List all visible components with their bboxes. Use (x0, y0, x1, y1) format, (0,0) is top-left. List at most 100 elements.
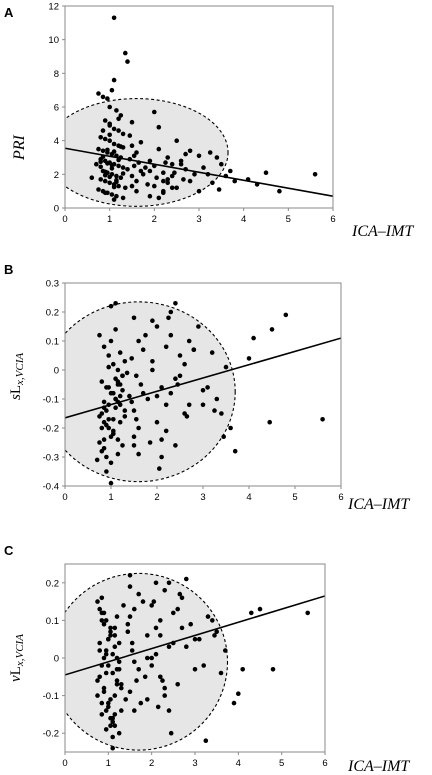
panel-c-data-point (136, 667, 141, 672)
panel-b-data-point (163, 344, 169, 350)
panel-b-y-tick-label: -0.2 (43, 424, 59, 435)
panel-b-data-point (97, 440, 102, 445)
panel-a-data-point (125, 59, 130, 64)
panel-c-data-point (112, 693, 118, 698)
panel-c-data-point (184, 644, 189, 649)
panel-c-plot-contents (65, 572, 325, 751)
panel-c-data-point (192, 636, 198, 642)
panel-b-data-point (111, 431, 116, 437)
panel-c-data-point (168, 730, 174, 736)
panel-a-data-point (165, 177, 170, 182)
panel-c-x-axis-label: ICA–IMT (347, 758, 410, 775)
panel-c-data-point (106, 663, 111, 668)
panel-b-y-tick-label: -0.3 (43, 453, 59, 464)
panel-b-x-tick-label: 5 (292, 492, 297, 503)
panel-c-data-point (119, 682, 124, 687)
panel-a-data-point (105, 96, 110, 101)
panel-a-data-point (109, 87, 115, 93)
panel-c-data-point (175, 682, 180, 687)
panel-a-data-point (232, 178, 237, 184)
panel-a-data-point (129, 119, 135, 125)
panel-c-data-point (116, 640, 122, 646)
panel-a-data-point (181, 177, 186, 182)
panel-c-data-point (116, 659, 122, 665)
panel-a-data-point (210, 180, 215, 186)
panel-a-data-point (216, 187, 222, 192)
panel-c-y-tick-label: 0.2 (46, 578, 59, 589)
panel-c-data-point (99, 712, 105, 717)
panel-c-data-point (110, 719, 115, 725)
panel-b-data-point (147, 440, 153, 445)
panel-c-data-point (99, 618, 105, 623)
panel-a-data-point (156, 195, 162, 201)
panel-c-data-point (171, 610, 176, 616)
panel-a-data-point (111, 149, 117, 154)
panel-b-data-point (269, 327, 275, 332)
panel-a-data-point (169, 161, 175, 167)
panel-a-data-point (178, 158, 184, 164)
panel-c-data-point (121, 603, 126, 608)
panel-b-data-point (221, 434, 226, 440)
panel-c-data-point (179, 625, 185, 631)
panel-c-data-point (106, 704, 111, 710)
panel-b-x-tick-label: 2 (154, 492, 159, 503)
panel-a-data-point (134, 188, 139, 194)
panel-c-regression-line (65, 595, 325, 676)
panel-a-data-point (134, 178, 139, 184)
panel-b-data-point (140, 347, 146, 353)
panel-b-data-point (113, 405, 118, 411)
panel-a-data-point (187, 178, 193, 184)
panel-b-data-point (113, 301, 118, 306)
panel-b-data-point (196, 324, 201, 329)
panel-a-data-point (111, 77, 117, 83)
panel-b-data-point (115, 437, 121, 442)
panel-c-data-point (127, 584, 133, 589)
panel-c-y-axis-label-prefix: v (8, 675, 24, 682)
panel-a-data-point (174, 138, 179, 143)
panel-a-plot-contents (65, 15, 333, 207)
panel-a-y-tick-label: 10 (48, 35, 59, 46)
panel-a-data-point (187, 148, 193, 154)
panel-a-letter: A (4, 5, 14, 20)
panel-a-data-point (114, 177, 119, 183)
panel-b-y-tick-label: 0.3 (46, 279, 59, 290)
panel-b-data-point (186, 402, 192, 408)
panel-b-plot-area: 0 1 2 3 4 5 6 -0.4 -0.3 -0.2 -0.1 0 0.1 0.2 0.3 (43, 279, 344, 504)
panel-a-data-point (111, 184, 117, 190)
panel-c-data-point (114, 682, 120, 687)
panel-a-data-point (116, 163, 121, 169)
panel-c-data-point (192, 667, 198, 672)
panel-a-data-point (152, 183, 157, 189)
panel-b-data-point (101, 446, 107, 451)
panel-a-data-point (111, 197, 117, 202)
panel-a-data-point (228, 168, 233, 174)
panel-c-data-point (145, 633, 150, 638)
panel-c-data-point (114, 678, 120, 683)
panel-b-y-axis-label-main: L (8, 385, 24, 394)
panel-a-data-point (214, 155, 220, 160)
panel-b-data-point (283, 312, 289, 318)
panel-b-data-point (111, 390, 116, 396)
panel-a-y-axis-label: PRI (11, 134, 28, 161)
panel-c-data-point (175, 606, 180, 612)
panel-a-data-point (107, 132, 112, 138)
panel-b-x-tick-label: 1 (108, 492, 113, 503)
panel-b-data-point (101, 437, 107, 442)
panel-a-data-point (277, 188, 282, 194)
panel-c-data-point (97, 674, 102, 680)
panel-c-data-point (149, 655, 154, 661)
panel-b-data-point (168, 332, 174, 338)
panel-b-data-point (108, 460, 114, 466)
panel-b-data-point (138, 382, 144, 387)
panel-b-data-point (99, 425, 105, 431)
panel-b-data-point (145, 396, 151, 402)
panel-c-confidence-ellipse (65, 572, 229, 751)
panel-a-data-point (134, 150, 139, 155)
panel-c-data-point (140, 599, 146, 604)
panel-c-data-point (101, 689, 107, 695)
panel-a-data-point (154, 175, 159, 180)
panel-b-data-point (115, 382, 121, 387)
panel-c-data-point (101, 655, 107, 661)
